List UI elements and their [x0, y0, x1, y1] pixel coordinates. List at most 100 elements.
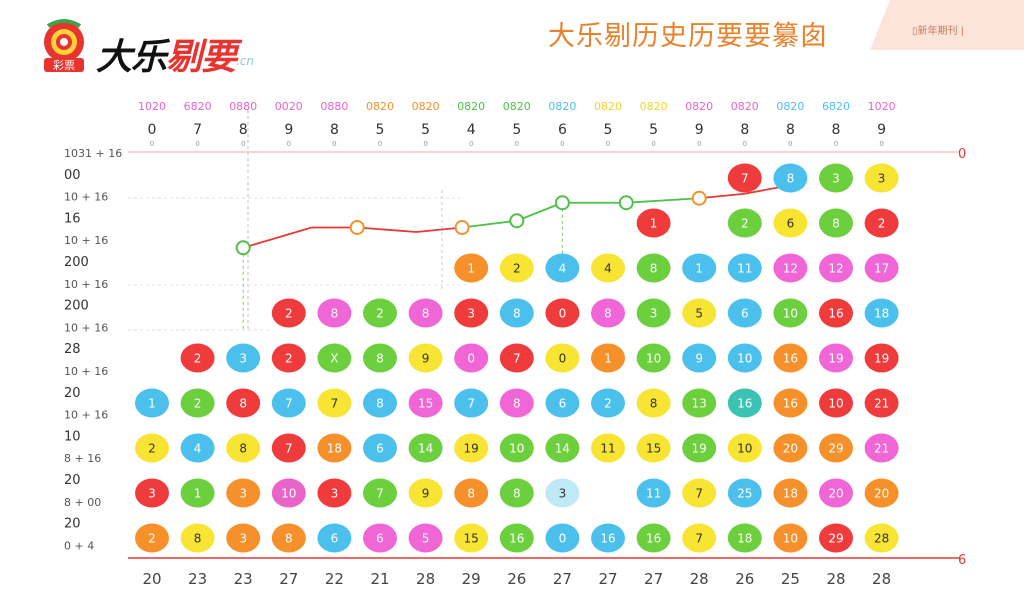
column-head-mark: 0	[651, 140, 655, 148]
x-axis-ticks: 20 23 23 27 22 21 28 29 26 27 27 27 28 26 25 28 28	[142, 570, 891, 588]
column-head-mark: 0	[743, 140, 747, 148]
end-label-bottom: 6	[958, 553, 966, 568]
ball-number: 6	[787, 217, 795, 231]
column-head-digit: 5	[376, 122, 385, 138]
column-head-mark: 0	[469, 140, 473, 148]
ball-blue	[545, 388, 580, 418]
trend-point	[349, 220, 365, 235]
ball-yellow	[317, 388, 352, 418]
ball-pale	[545, 478, 580, 508]
trend-segment	[626, 197, 700, 204]
column-head-code: 0820	[503, 100, 531, 113]
column-head-code: 0880	[229, 100, 257, 113]
ball-number: 8	[467, 487, 475, 501]
x-tick-label: 28	[872, 570, 891, 588]
ball-yellow	[591, 433, 625, 463]
column-head-mark: 0	[879, 140, 883, 148]
column-head-mark: 0	[332, 140, 336, 148]
ball-pink	[317, 298, 352, 328]
ball-orange	[773, 388, 808, 418]
ball-number: 3	[239, 487, 247, 501]
ball-number: 25	[737, 487, 752, 501]
ball-number: 21	[874, 397, 889, 411]
ball-orange	[591, 343, 625, 373]
ball-blue	[727, 478, 762, 508]
ball-number: 4	[559, 262, 567, 276]
x-tick-label: 27	[644, 570, 663, 588]
ball-number: 11	[646, 487, 661, 501]
ball-number: 3	[467, 307, 475, 321]
trend-point	[454, 220, 470, 235]
y-tick-label: 10 + 16	[64, 321, 108, 334]
ball-blue	[727, 253, 762, 283]
ball-number: 2	[604, 397, 612, 411]
ball-blue	[454, 388, 489, 418]
ball-pink	[408, 388, 443, 418]
x-tick-label: 23	[188, 570, 207, 588]
ball-number: 16	[600, 532, 615, 546]
column-head-code: 0820	[457, 100, 485, 113]
ball-number: 17	[874, 262, 889, 276]
ball-red	[317, 478, 352, 508]
column-head-mark: 0	[378, 140, 382, 148]
column-head-mark: 0	[788, 140, 792, 148]
ball-number: 8	[650, 397, 658, 411]
ball-blue	[180, 433, 215, 463]
ball-pink	[454, 343, 489, 373]
ball-number: 16	[646, 532, 661, 546]
x-tick-label: 27	[279, 570, 298, 588]
ball-green	[773, 298, 808, 328]
ball-number: 8	[650, 262, 658, 276]
ball-orange	[864, 478, 899, 508]
column-head-code: 0820	[640, 100, 668, 113]
ball-number: 8	[513, 487, 521, 501]
column-head-mark: 0	[515, 140, 519, 148]
column-head-digit: 4	[467, 122, 476, 138]
ball-number: 18	[327, 442, 342, 456]
ball-number: 8	[376, 397, 384, 411]
ball-number: 18	[783, 487, 798, 501]
ball-number: 3	[239, 352, 247, 366]
logo-suffix: .cn	[236, 54, 255, 68]
ball-number: 13	[692, 397, 707, 411]
column-head-digit: 8	[740, 122, 749, 138]
ball-orange	[819, 433, 853, 463]
ball-number: 16	[509, 532, 524, 546]
ball-number: 3	[559, 487, 567, 501]
x-tick-label: 27	[598, 570, 617, 588]
ball-number: 14	[555, 442, 570, 456]
corner-label: ▯新年期刊 |	[912, 26, 965, 37]
ball-red	[226, 388, 261, 418]
ball-yellow	[682, 523, 717, 553]
ball-number: 10	[737, 352, 752, 366]
ball-yellow	[636, 388, 671, 418]
column-head-digit: 7	[193, 122, 202, 138]
ball-blue	[727, 298, 762, 328]
ball-number: 9	[422, 352, 430, 366]
ball-blue	[773, 163, 808, 193]
ball-number: 8	[194, 532, 202, 546]
ball-green	[317, 343, 352, 373]
trend-segment	[242, 226, 312, 249]
ball-orange	[773, 433, 808, 463]
x-tick-label: 28	[416, 570, 435, 588]
y-tick-label: 20	[64, 473, 81, 488]
ball-number: 21	[874, 442, 889, 456]
y-tick-label: 1031 + 16	[64, 147, 122, 160]
column-headers: 1020006820700880800020900880800820500820…	[138, 100, 896, 148]
column-head-mark: 0	[560, 140, 564, 148]
ball-number: 19	[828, 352, 843, 366]
ball-green	[636, 298, 671, 328]
lottery-logo-icon: 彩票	[44, 19, 84, 72]
ball-red	[454, 298, 489, 328]
column-head-mark: 0	[423, 140, 427, 148]
ball-number: 8	[513, 397, 521, 411]
ball-blue	[271, 388, 306, 418]
ball-blue	[591, 388, 625, 418]
ball-number: 15	[646, 442, 661, 456]
ball-number: 2	[148, 442, 156, 456]
ball-number: 8	[422, 307, 430, 321]
column-head-digit: 5	[604, 122, 613, 138]
ball-number: 15	[464, 532, 479, 546]
ball-green	[363, 298, 397, 328]
